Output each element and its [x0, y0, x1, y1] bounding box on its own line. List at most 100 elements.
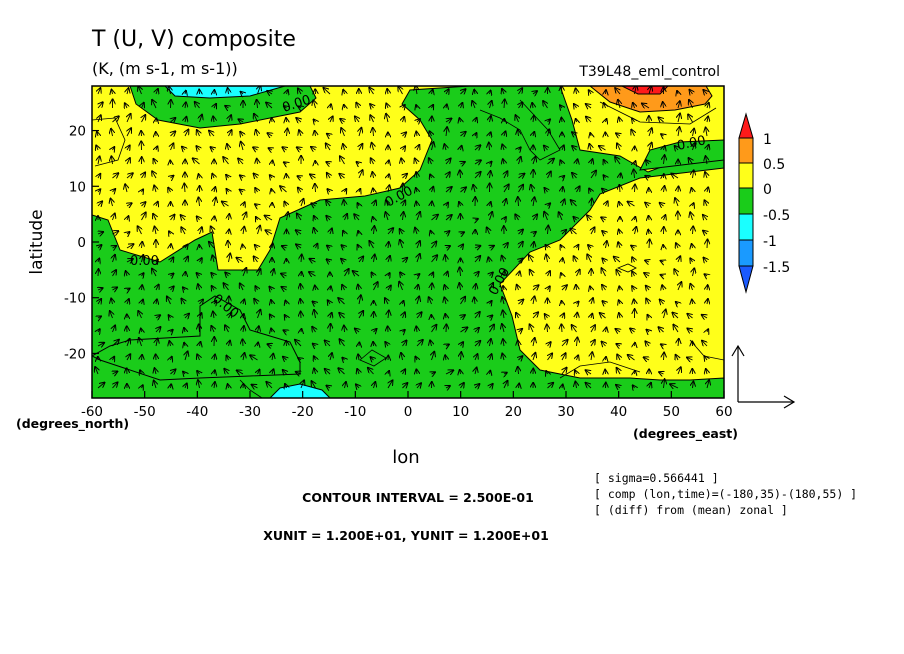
wind-vector: [504, 217, 506, 220]
wind-vector: [270, 175, 272, 178]
wind-vector: [415, 357, 417, 360]
wind-vector: [619, 286, 620, 290]
wind-vector: [687, 358, 693, 361]
wind-vector: [254, 256, 258, 263]
wind-vector: [338, 298, 345, 305]
wind-vector: [229, 341, 231, 346]
wind-vector: [301, 272, 302, 276]
wind-vector: [678, 367, 681, 375]
wind-vector: [532, 103, 533, 108]
wind-vector: [185, 272, 186, 276]
wind-vector: [296, 372, 301, 374]
wind-vector: [227, 189, 229, 192]
wind-vector: [239, 119, 244, 122]
wind-vector: [371, 357, 374, 360]
wind-vector: [338, 368, 345, 375]
wind-vector: [301, 380, 304, 389]
wind-vector: [617, 143, 620, 151]
wind-vector: [271, 189, 272, 192]
wind-vector: [403, 174, 408, 178]
wind-vector: [369, 88, 373, 95]
x-tick-label: -60: [81, 404, 103, 420]
wind-vector: [342, 358, 344, 360]
colorbar-label: -1.5: [763, 260, 790, 276]
wind-vector: [298, 176, 302, 178]
wind-vector: [125, 184, 127, 193]
wind-vector: [430, 175, 431, 179]
wind-vector: [314, 120, 316, 123]
wind-vector: [171, 384, 172, 388]
wind-vector: [240, 175, 243, 178]
wind-vector: [660, 203, 664, 206]
wind-vector: [398, 87, 402, 95]
x-tick-label: 30: [557, 404, 574, 420]
wind-vector: [401, 353, 403, 361]
y-tick-label: 20: [69, 124, 86, 140]
wind-vector: [417, 383, 421, 388]
wind-vector: [487, 228, 490, 235]
wind-vector: [432, 352, 435, 361]
wind-vector: [372, 143, 374, 151]
wind-vector: [326, 162, 330, 164]
wind-vector: [345, 382, 346, 389]
wind-vector: [226, 175, 228, 178]
wind-vector: [634, 299, 635, 304]
wind-vector: [615, 157, 620, 165]
wind-vector: [140, 370, 142, 374]
wind-vector: [314, 216, 316, 220]
x-tick-label: 60: [715, 404, 732, 420]
wind-vector: [372, 172, 373, 179]
wind-vector: [475, 328, 479, 332]
wind-vector: [678, 187, 679, 193]
wind-vector: [415, 228, 417, 235]
wind-vector: [631, 246, 634, 248]
wind-vector: [112, 173, 119, 178]
wind-vector: [416, 132, 417, 136]
wind-vector: [459, 283, 460, 291]
wind-vector: [156, 285, 159, 290]
wind-vector: [142, 213, 146, 221]
wind-vector: [282, 246, 287, 248]
wind-vector: [197, 130, 200, 137]
wind-vector: [692, 300, 693, 304]
wind-vector: [432, 187, 434, 192]
wind-vector: [243, 202, 245, 206]
wind-vector: [184, 184, 185, 193]
wind-vector: [661, 134, 663, 136]
wind-vector: [575, 371, 577, 375]
wind-vector: [301, 199, 304, 207]
wind-vector: [224, 369, 228, 374]
wind-vector: [707, 299, 708, 304]
wind-vector: [171, 330, 173, 332]
wind-vector: [519, 356, 523, 360]
wind-vector: [185, 130, 188, 137]
wind-vector: [112, 340, 119, 347]
wind-vector: [619, 230, 620, 234]
wind-vector: [678, 256, 680, 263]
contour-label: 0.00: [676, 133, 707, 154]
wind-vectors: [95, 86, 709, 389]
wind-vector: [662, 285, 663, 290]
wind-vector: [600, 313, 606, 318]
wind-vector: [155, 227, 157, 235]
wind-vector: [359, 128, 361, 137]
wind-vector: [369, 241, 373, 249]
wind-vector: [358, 285, 359, 290]
wind-vector: [663, 102, 664, 109]
wind-vector: [702, 315, 707, 318]
wind-vector: [341, 259, 344, 262]
wind-vector: [644, 357, 649, 360]
wind-vector: [707, 117, 708, 122]
wind-vector: [386, 104, 388, 109]
wind-vector: [214, 216, 215, 220]
x-tick-label: -10: [344, 404, 366, 420]
wind-vector: [705, 274, 708, 276]
wind-vector: [704, 258, 708, 262]
wind-vector: [664, 186, 665, 193]
wind-vector: [330, 117, 333, 123]
wind-vector: [490, 301, 492, 304]
wind-vector: [475, 284, 476, 291]
wind-vector: [489, 143, 490, 151]
y-tick-label: 0: [77, 235, 86, 251]
wind-vector: [142, 242, 143, 249]
